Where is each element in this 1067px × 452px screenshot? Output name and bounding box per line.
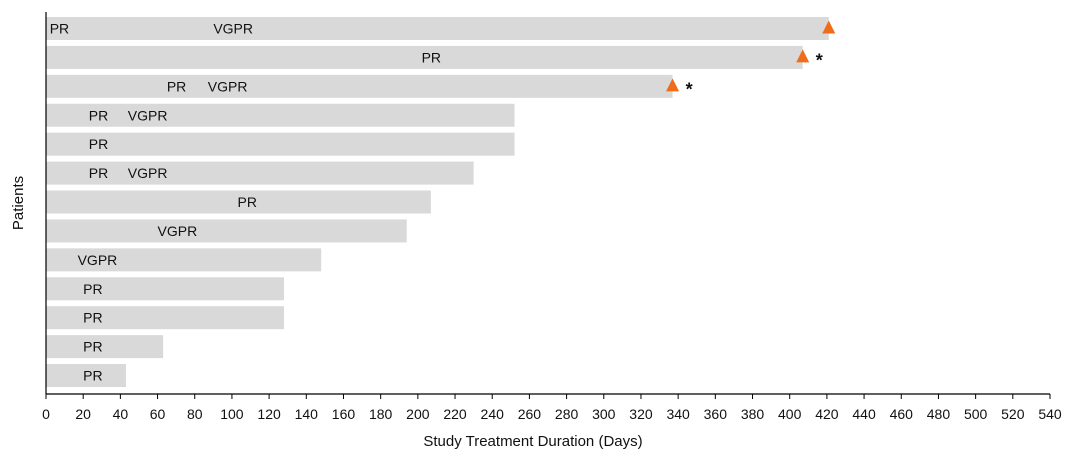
x-tick-label: 120	[257, 406, 281, 422]
response-label: PR	[89, 165, 108, 181]
patient-row: VGPR	[46, 248, 322, 272]
x-tick-label: 360	[704, 406, 728, 422]
x-tick-label: 140	[295, 406, 319, 422]
duration-bar	[46, 335, 164, 359]
response-label: PR	[83, 310, 102, 326]
x-tick-label: 260	[518, 406, 542, 422]
x-tick-label: 220	[443, 406, 467, 422]
axes-layer: 0 20 40 60 80 100 120 140 160 180 200 220 240 260 280 3…	[10, 12, 1062, 450]
x-axis-ticks: 0 20 40 60 80 100 120 140 160 180 200 220 240 260 280 3…	[42, 394, 1062, 422]
x-tick-label: 200	[406, 406, 430, 422]
x-tick-label: 400	[778, 406, 802, 422]
x-tick-label: 100	[220, 406, 244, 422]
ongoing-triangle-marker	[796, 49, 810, 63]
ongoing-triangle-marker	[666, 78, 680, 92]
x-axis-title: Study Treatment Duration (Days)	[423, 433, 642, 450]
y-axis-title: Patients	[10, 176, 27, 230]
duration-bar	[46, 190, 431, 214]
x-tick-label: 340	[666, 406, 690, 422]
x-tick-label: 300	[592, 406, 616, 422]
response-label: VGPR	[158, 223, 198, 239]
x-tick-label: 280	[555, 406, 579, 422]
duration-bar	[46, 45, 803, 69]
x-tick-label: 60	[150, 406, 166, 422]
x-tick-label: 240	[481, 406, 505, 422]
duration-bar	[46, 306, 284, 330]
response-label: PR	[50, 21, 69, 37]
patient-row: PR	[46, 306, 284, 330]
patient-row: VGPR	[46, 219, 407, 243]
x-tick-label: 0	[42, 406, 50, 422]
response-label: PR	[422, 49, 441, 65]
patient-row: PR *	[46, 45, 823, 70]
x-tick-label: 380	[741, 406, 765, 422]
response-label: PR	[83, 281, 102, 297]
patient-row: PR	[46, 277, 284, 301]
response-label: VGPR	[213, 21, 253, 37]
x-tick-label: 480	[927, 406, 951, 422]
response-label: VGPR	[128, 165, 168, 181]
x-tick-label: 180	[369, 406, 393, 422]
x-tick-label: 540	[1038, 406, 1062, 422]
patient-row: PR VGPR	[46, 103, 515, 127]
patient-row: PR VGPR	[46, 17, 836, 40]
response-label: VGPR	[208, 78, 248, 94]
x-tick-label: 20	[75, 406, 91, 422]
patient-row: PR VGPR *	[46, 74, 693, 99]
response-label: PR	[89, 136, 108, 152]
duration-bar	[46, 248, 322, 272]
duration-bar	[46, 219, 407, 243]
duration-bar	[46, 132, 515, 156]
response-label: PR	[83, 339, 102, 355]
duration-bar	[46, 161, 474, 185]
patient-row: PR	[46, 364, 126, 388]
asterisk-annotation: *	[686, 79, 693, 99]
response-label: PR	[238, 194, 257, 210]
x-tick-label: 420	[815, 406, 839, 422]
duration-bar	[46, 17, 829, 40]
x-tick-label: 160	[332, 406, 356, 422]
response-label: PR	[89, 107, 108, 123]
response-label: PR	[167, 78, 186, 94]
x-tick-label: 440	[852, 406, 876, 422]
response-label: VGPR	[128, 107, 168, 123]
x-tick-label: 520	[1001, 406, 1025, 422]
patient-row: PR	[46, 190, 431, 214]
asterisk-annotation: *	[816, 50, 823, 70]
duration-bar	[46, 103, 515, 127]
x-tick-label: 80	[187, 406, 203, 422]
patient-row: PR	[46, 335, 164, 359]
duration-bar	[46, 74, 673, 98]
duration-bar	[46, 364, 126, 388]
x-tick-label: 500	[964, 406, 988, 422]
x-tick-label: 460	[890, 406, 914, 422]
patient-row: PR	[46, 132, 515, 156]
patient-row: PR VGPR	[46, 161, 474, 185]
x-tick-label: 320	[629, 406, 653, 422]
ongoing-triangle-marker	[822, 20, 836, 34]
bars-layer: PR VGPR PR * PR VGPR * PR VGPR PR PR VGPR PR VGPR VGPR…	[46, 17, 836, 388]
response-label: PR	[83, 368, 102, 384]
duration-bar	[46, 277, 284, 301]
response-label: VGPR	[78, 252, 118, 268]
x-tick-label: 40	[113, 406, 129, 422]
